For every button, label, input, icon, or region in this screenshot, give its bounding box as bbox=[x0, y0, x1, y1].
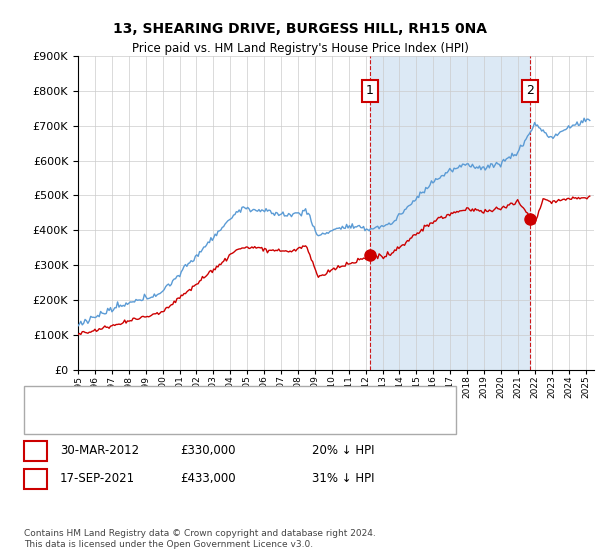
Text: 17-SEP-2021: 17-SEP-2021 bbox=[60, 472, 135, 486]
Text: 13, SHEARING DRIVE, BURGESS HILL, RH15 0NA (detached house): 13, SHEARING DRIVE, BURGESS HILL, RH15 0… bbox=[66, 395, 411, 405]
Text: 1: 1 bbox=[32, 444, 39, 458]
Text: 31% ↓ HPI: 31% ↓ HPI bbox=[312, 472, 374, 486]
Text: £433,000: £433,000 bbox=[180, 472, 236, 486]
Text: Price paid vs. HM Land Registry's House Price Index (HPI): Price paid vs. HM Land Registry's House … bbox=[131, 42, 469, 55]
Text: Contains HM Land Registry data © Crown copyright and database right 2024.
This d: Contains HM Land Registry data © Crown c… bbox=[24, 529, 376, 549]
Text: 13, SHEARING DRIVE, BURGESS HILL, RH15 0NA: 13, SHEARING DRIVE, BURGESS HILL, RH15 0… bbox=[113, 22, 487, 36]
Text: 20% ↓ HPI: 20% ↓ HPI bbox=[312, 444, 374, 458]
Text: £330,000: £330,000 bbox=[180, 444, 235, 458]
Text: 1: 1 bbox=[366, 85, 374, 97]
Text: 2: 2 bbox=[526, 85, 534, 97]
Text: 30-MAR-2012: 30-MAR-2012 bbox=[60, 444, 139, 458]
Text: 2: 2 bbox=[32, 472, 39, 486]
Text: HPI: Average price, detached house, Mid Sussex: HPI: Average price, detached house, Mid … bbox=[66, 416, 317, 426]
Bar bbox=[370, 56, 530, 370]
